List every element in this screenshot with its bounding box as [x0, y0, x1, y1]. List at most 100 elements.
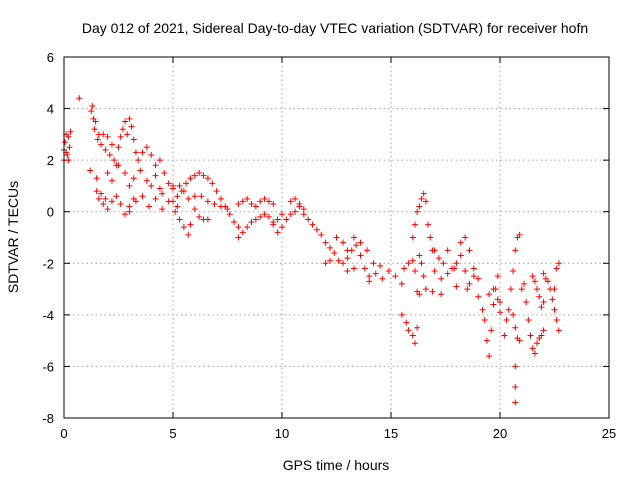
data-point	[438, 291, 445, 298]
data-point	[531, 278, 538, 285]
data-point	[318, 231, 325, 238]
data-point	[244, 224, 251, 231]
data-point	[176, 216, 183, 223]
data-point	[490, 286, 497, 293]
data-point	[340, 239, 347, 246]
data-point	[414, 208, 421, 215]
data-point	[292, 195, 299, 202]
data-point	[152, 172, 159, 179]
data-point	[248, 219, 255, 226]
data-point	[170, 198, 176, 205]
data-point	[462, 234, 469, 241]
data-point	[115, 162, 122, 169]
data-point	[95, 195, 102, 202]
data-point	[108, 198, 115, 205]
data-point	[87, 167, 94, 174]
data-point	[350, 265, 357, 272]
data-point	[159, 190, 166, 197]
data-point	[309, 221, 316, 228]
data-point	[217, 203, 224, 210]
data-point	[170, 185, 176, 192]
data-point	[534, 286, 541, 293]
data-point	[152, 195, 159, 202]
data-point	[183, 180, 190, 187]
data-point	[326, 244, 333, 251]
data-point	[185, 195, 192, 202]
data-point	[111, 157, 118, 164]
data-point	[191, 193, 198, 200]
data-point	[405, 260, 412, 267]
data-point	[398, 311, 405, 318]
data-point	[165, 180, 172, 187]
data-point	[292, 208, 299, 215]
data-point	[435, 255, 442, 262]
data-point	[235, 224, 242, 231]
data-point	[422, 198, 429, 205]
data-point	[444, 270, 451, 277]
data-point	[516, 337, 523, 344]
data-point	[265, 213, 272, 220]
data-point	[494, 273, 501, 280]
data-point	[462, 268, 469, 275]
data-point	[350, 234, 357, 241]
tick-labels: 0 5 10 15 20 25 -8 -6 -4 -2 0 2 4 6	[42, 50, 616, 441]
data-point	[159, 206, 166, 213]
data-point	[529, 345, 536, 352]
data-points	[61, 95, 562, 406]
data-point	[322, 260, 329, 267]
data-point	[534, 340, 541, 347]
data-point	[416, 203, 423, 210]
data-point	[174, 193, 181, 200]
y-tick-label: 6	[47, 50, 54, 65]
data-point	[507, 286, 514, 293]
data-point	[126, 115, 133, 122]
data-point	[65, 133, 72, 140]
data-point	[126, 208, 133, 215]
data-point	[128, 123, 135, 130]
data-point	[239, 229, 246, 236]
data-point	[488, 327, 495, 334]
y-axis-label: SDTVAR / TECUs	[5, 181, 21, 293]
data-point	[213, 188, 220, 195]
data-point	[187, 221, 194, 228]
data-point	[544, 278, 551, 285]
data-point	[540, 270, 547, 277]
data-point	[115, 144, 122, 151]
data-point	[553, 317, 560, 324]
data-point	[274, 229, 281, 236]
data-point	[555, 327, 562, 334]
data-point	[518, 286, 525, 293]
data-point	[100, 200, 107, 207]
data-point	[481, 317, 488, 324]
data-point	[104, 206, 111, 213]
data-point	[180, 188, 187, 195]
x-axis-label: GPS time / hours	[283, 457, 390, 473]
data-point	[501, 332, 508, 339]
data-point	[520, 280, 527, 287]
data-point	[385, 268, 392, 275]
x-tick-label: 5	[169, 426, 176, 441]
data-point	[366, 273, 373, 280]
data-point	[411, 221, 418, 228]
data-point	[344, 268, 351, 275]
data-point	[265, 198, 272, 205]
data-point	[88, 108, 95, 115]
data-point	[104, 170, 111, 177]
data-point	[235, 200, 242, 207]
data-point	[126, 182, 133, 189]
data-point	[512, 247, 519, 254]
data-point	[523, 298, 530, 305]
data-point	[335, 257, 342, 264]
data-point	[124, 131, 131, 138]
data-point	[89, 102, 96, 109]
data-point	[438, 275, 445, 282]
data-point	[122, 211, 129, 218]
data-point	[420, 273, 427, 280]
data-point	[418, 195, 425, 202]
data-point	[486, 291, 493, 298]
data-point	[431, 268, 438, 275]
data-point	[279, 211, 285, 218]
data-point	[411, 340, 418, 347]
data-point	[538, 304, 545, 311]
data-point	[119, 126, 126, 133]
